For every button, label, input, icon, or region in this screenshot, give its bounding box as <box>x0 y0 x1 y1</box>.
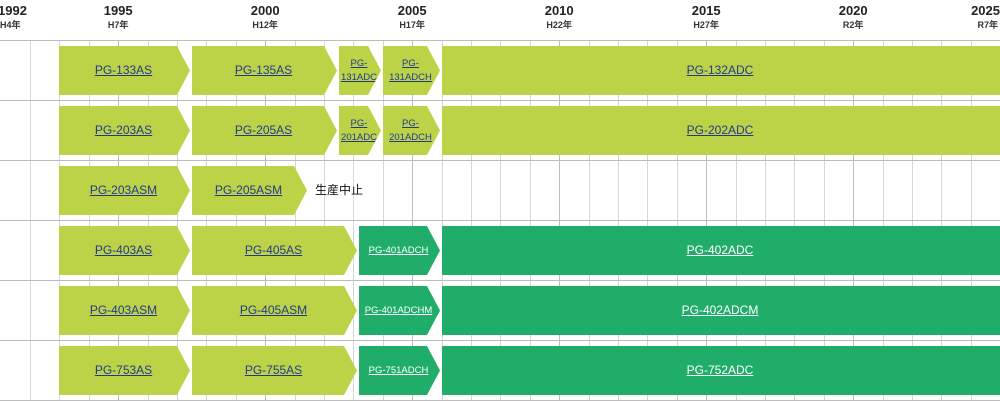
product-link[interactable]: PG-753AS <box>94 363 153 377</box>
product-bar: PG-135AS <box>192 46 337 95</box>
product-bar: PG-402ADC <box>442 226 1000 275</box>
year-label: 2025 <box>971 3 1000 18</box>
year-label: 2000 <box>250 3 280 18</box>
product-bar: PG-201ADCH <box>383 106 440 155</box>
row-divider <box>0 280 1000 281</box>
product-link[interactable]: PG-752ADC <box>686 363 754 377</box>
era-label: H4年 <box>0 20 21 30</box>
product-link[interactable]: PG-131ADC <box>341 57 377 83</box>
product-bar: PG-203AS <box>59 106 190 155</box>
product-bar: PG-405ASM <box>192 286 357 335</box>
product-link[interactable]: PG-405ASM <box>239 303 308 317</box>
product-bar: PG-401ADCH <box>359 226 440 275</box>
product-link[interactable]: PG-405AS <box>244 243 303 257</box>
product-link[interactable]: PG-202ADC <box>686 123 754 137</box>
product-bar: PG-131ADC <box>339 46 381 95</box>
year-label: 2020 <box>838 3 868 18</box>
product-bar: PG-203ASM <box>59 166 190 215</box>
year-label: 1992 <box>0 3 27 18</box>
era-label: H22年 <box>546 20 572 30</box>
product-link[interactable]: PG-402ADC <box>686 243 754 257</box>
product-bar: PG-403ASM <box>59 286 190 335</box>
row-divider <box>0 40 1000 41</box>
year-label: 1995 <box>103 3 133 18</box>
row-divider <box>0 100 1000 101</box>
product-bar: PG-202ADC <box>442 106 1000 155</box>
product-bar: PG-402ADCM <box>442 286 1000 335</box>
product-link[interactable]: PG-401ADCHM <box>364 304 433 316</box>
year-label: 2010 <box>544 3 574 18</box>
product-bar: PG-131ADCH <box>383 46 440 95</box>
product-bar: PG-401ADCHM <box>359 286 440 335</box>
product-bar: PG-201ADC <box>339 106 381 155</box>
product-bar: PG-403AS <box>59 226 190 275</box>
product-link[interactable]: PG-203AS <box>94 123 153 137</box>
era-label: H12年 <box>252 20 278 30</box>
product-link[interactable]: PG-205ASM <box>214 183 283 197</box>
product-bar: PG-752ADC <box>442 346 1000 395</box>
product-bar: PG-205ASM <box>192 166 307 215</box>
product-link[interactable]: PG-135AS <box>234 63 293 77</box>
era-label: H27年 <box>693 20 719 30</box>
era-label: R2年 <box>842 20 864 30</box>
product-link[interactable]: PG-403ASM <box>89 303 158 317</box>
product-bar: PG-751ADCH <box>359 346 440 395</box>
row-divider <box>0 220 1000 221</box>
product-bar: PG-133AS <box>59 46 190 95</box>
era-label: H7年 <box>107 20 129 30</box>
product-link[interactable]: PG-755AS <box>244 363 303 377</box>
product-link[interactable]: PG-132ADC <box>686 63 754 77</box>
product-link[interactable]: PG-201ADC <box>341 117 377 143</box>
product-link[interactable]: PG-401ADCH <box>368 244 429 256</box>
product-link[interactable]: PG-131ADCH <box>389 57 432 83</box>
discontinued-note: 生産中止 <box>315 183 364 197</box>
product-link[interactable]: PG-403AS <box>94 243 153 257</box>
year-label: 2005 <box>397 3 427 18</box>
product-bar: PG-753AS <box>59 346 190 395</box>
product-link[interactable]: PG-751ADCH <box>368 364 429 376</box>
product-link[interactable]: PG-201ADCH <box>389 117 432 143</box>
row-divider <box>0 160 1000 161</box>
product-bar: PG-755AS <box>192 346 357 395</box>
product-bar: PG-205AS <box>192 106 337 155</box>
product-link[interactable]: PG-133AS <box>94 63 153 77</box>
product-link[interactable]: PG-205AS <box>234 123 293 137</box>
product-link[interactable]: PG-203ASM <box>89 183 158 197</box>
era-label: R7年 <box>977 20 998 30</box>
product-link[interactable]: PG-402ADCM <box>681 303 759 317</box>
product-bar: PG-132ADC <box>442 46 1000 95</box>
era-label: H17年 <box>399 20 425 30</box>
row-divider <box>0 340 1000 341</box>
year-label: 2015 <box>691 3 721 18</box>
product-bar: PG-405AS <box>192 226 357 275</box>
